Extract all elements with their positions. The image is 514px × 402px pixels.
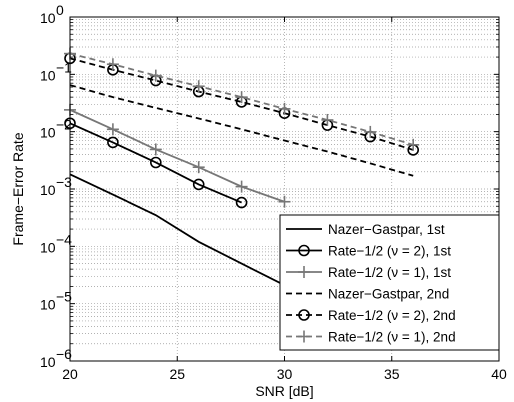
data-point-circle (298, 309, 310, 321)
data-point-plus (106, 58, 119, 71)
y-tick-label-exponent: −6 (56, 346, 72, 362)
data-point-plus (106, 123, 119, 136)
series-layer (64, 47, 420, 286)
x-tick-label: 40 (491, 366, 507, 382)
series-line (69, 52, 414, 146)
y-tick-label-base: 10 (40, 354, 56, 370)
data-point-circle (235, 196, 248, 209)
y-tick-label-base: 10 (40, 67, 56, 83)
x-axis-label: SNR [dB] (255, 383, 313, 399)
y-tick-label-base: 10 (40, 182, 56, 198)
x-tick-label: 35 (384, 366, 400, 382)
data-point-plus (192, 161, 205, 174)
data-point-circle (107, 136, 119, 149)
series-line (69, 84, 414, 177)
y-tick-label: 10 −1 (40, 59, 72, 83)
y-tick-label-base: 10 (40, 297, 56, 313)
data-point-plus (235, 180, 248, 193)
y-axis-label: Frame−Error Rate (10, 132, 26, 245)
x-tick-label: 20 (62, 366, 78, 382)
y-tick-label-exponent: −3 (56, 174, 72, 190)
x-tick-label: 25 (169, 366, 185, 382)
y-tick-label: 10 −2 (40, 117, 72, 141)
y-tick-label-exponent: −5 (56, 289, 72, 305)
y-tick-label: 10 −5 (40, 289, 72, 313)
y-tick-label-exponent: 0 (56, 2, 64, 18)
series-line (69, 122, 242, 204)
series-line (69, 109, 285, 203)
data-point-plus (235, 91, 248, 104)
y-tick-label-exponent: −4 (56, 231, 72, 247)
y-tick-label-base: 10 (40, 239, 56, 255)
series-line (69, 173, 285, 286)
legend-label: Nazer−Gastpar, 1st (328, 222, 445, 237)
y-tick-label: 10 −4 (40, 231, 72, 255)
legend-label: Rate−1/2 (ν = 1), 2nd (328, 330, 456, 345)
y-tick-label-base: 10 (40, 10, 56, 26)
legend-label: Nazer−Gastpar, 2nd (328, 287, 449, 302)
y-tick-label: 10 0 (40, 2, 64, 26)
data-point-plus (278, 195, 291, 208)
legend-item: Rate−1/2 (ν = 1), 1st (286, 265, 451, 280)
data-point-plus (149, 69, 162, 82)
data-point-plus (149, 143, 162, 156)
legend-label: Rate−1/2 (ν = 1), 1st (328, 265, 451, 280)
series-2 (64, 117, 248, 209)
data-point-plus (407, 138, 420, 151)
data-point-plus (321, 113, 334, 126)
y-tick-label-exponent: −1 (56, 59, 72, 75)
y-tick-label: 10 −6 (40, 346, 72, 370)
legend-label: Rate−1/2 (ν = 2), 1st (328, 244, 451, 259)
series-3 (64, 103, 291, 208)
legend-label: Rate−1/2 (ν = 2), 2nd (328, 308, 456, 323)
series-1 (69, 173, 285, 286)
x-tick-label: 30 (277, 366, 293, 382)
data-point-plus (278, 102, 291, 115)
data-point-plus (298, 266, 310, 278)
series-line (69, 57, 414, 151)
y-tick-label: 10 −3 (40, 174, 72, 198)
y-tick-label-exponent: −2 (56, 117, 72, 133)
data-point-circle (150, 156, 162, 169)
series-4 (69, 84, 414, 177)
legend-item: Rate−1/2 (ν = 2), 2nd (286, 308, 456, 323)
legend-item: Nazer−Gastpar, 2nd (286, 287, 449, 302)
data-point-circle (298, 244, 310, 257)
legend-item: Rate−1/2 (ν = 1), 2nd (286, 330, 456, 345)
legend-item: Rate−1/2 (ν = 2), 1st (286, 244, 451, 259)
data-point-plus (192, 80, 205, 93)
data-point-circle (192, 178, 205, 191)
legend-box (279, 214, 500, 351)
data-point-plus (364, 125, 377, 138)
y-tick-label-base: 10 (40, 125, 56, 141)
data-point-plus (298, 330, 310, 343)
legend: Nazer−Gastpar, 1st Rate−1/2 (ν = 2), 1st R… (279, 214, 500, 351)
legend-item: Nazer−Gastpar, 1st (286, 222, 445, 237)
